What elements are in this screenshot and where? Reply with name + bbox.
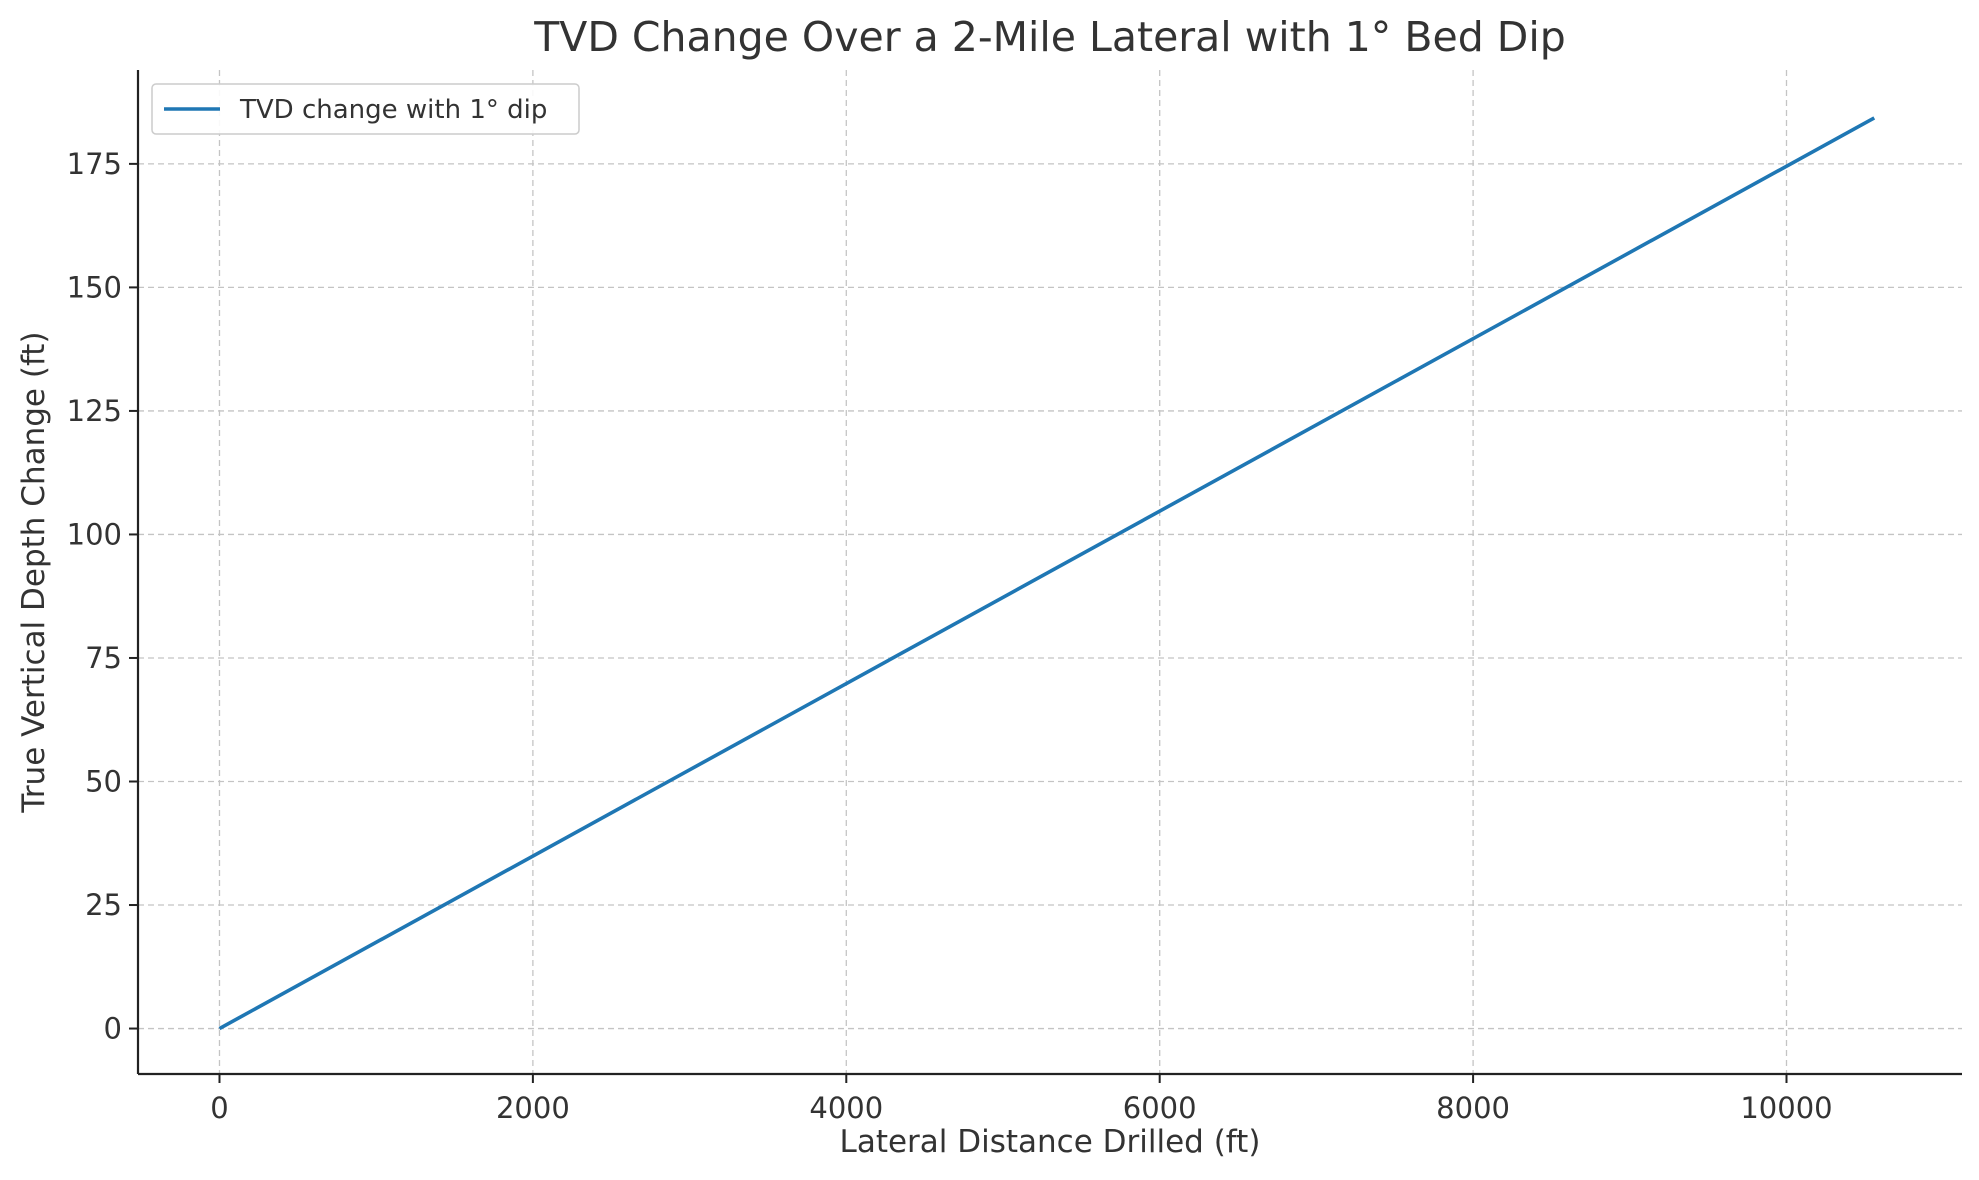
chart-title: TVD Change Over a 2-Mile Lateral with 1°…: [533, 13, 1566, 61]
y-tick-label: 75: [85, 641, 122, 675]
y-tick-label: 0: [104, 1012, 122, 1046]
x-tick-label: 4000: [809, 1091, 883, 1125]
legend-label: TVD change with 1° dip: [239, 95, 547, 125]
x-axis-label: Lateral Distance Drilled (ft): [840, 1124, 1261, 1160]
series-layer: [218, 116, 1876, 1031]
y-tick-label: 150: [67, 270, 122, 304]
y-tick-label: 25: [85, 888, 122, 922]
ticks: 0 2000 4000 6000 8000 10000 0 25 50 75 100 125 150 17…: [67, 147, 1833, 1125]
axes: [136, 70, 1962, 1076]
x-tick-label: 8000: [1436, 1091, 1510, 1125]
y-tick-label: 100: [67, 517, 122, 551]
y-tick-label: 175: [67, 147, 122, 181]
legend: TVD change with 1° dip: [151, 83, 580, 135]
grid: [138, 70, 1962, 1074]
y-tick-label: 50: [85, 764, 122, 798]
x-tick-label: 10000: [1740, 1091, 1832, 1125]
x-tick-label: 6000: [1123, 1091, 1197, 1125]
x-tick-label: 0: [210, 1091, 228, 1125]
y-tick-label: 125: [67, 394, 122, 428]
legend-box: [151, 83, 580, 135]
y-axis-label: True Vertical Depth Change (ft): [16, 331, 52, 813]
x-tick-label: 2000: [496, 1091, 570, 1125]
series-line-tvd-change: [218, 116, 1876, 1031]
